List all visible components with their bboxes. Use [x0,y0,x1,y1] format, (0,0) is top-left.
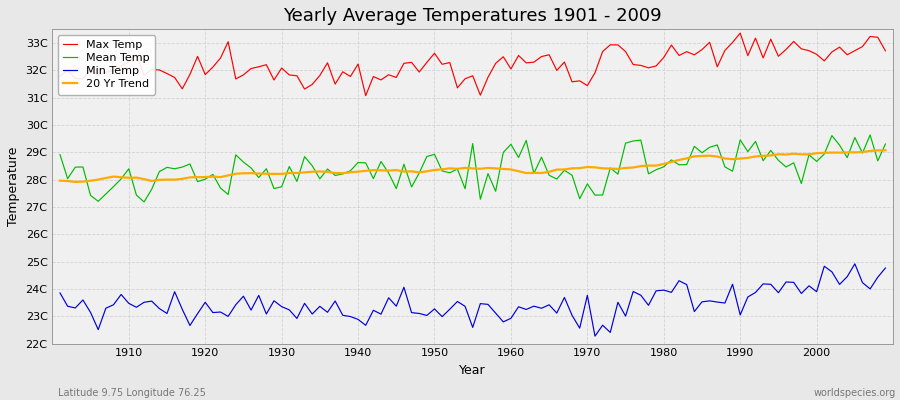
Min Temp [506,316,517,321]
Min Temp [55,290,66,295]
Min Temp [880,266,891,270]
Line: Mean Temp: Mean Temp [60,135,886,202]
Mean Temp [116,176,127,181]
Title: Yearly Average Temperatures 1901 - 2009: Yearly Average Temperatures 1901 - 2009 [284,7,662,25]
Mean Temp [605,166,616,170]
Min Temp [329,298,340,303]
Max Temp [360,93,371,98]
Mean Temp [880,142,891,146]
Mean Temp [506,142,517,147]
Max Temp [605,42,616,47]
Max Temp [329,82,340,86]
Y-axis label: Temperature: Temperature [7,147,20,226]
Min Temp [605,330,616,335]
Line: Max Temp: Max Temp [60,33,886,96]
Max Temp [284,72,294,77]
Mean Temp [865,132,876,137]
Mean Temp [513,155,524,160]
Max Temp [513,53,524,58]
20 Yr Trend [55,178,66,183]
X-axis label: Year: Year [459,364,486,377]
Legend: Max Temp, Mean Temp, Min Temp, 20 Yr Trend: Max Temp, Mean Temp, Min Temp, 20 Yr Tre… [58,35,155,95]
Line: 20 Yr Trend: 20 Yr Trend [60,150,886,182]
Max Temp [734,31,745,36]
Text: Latitude 9.75 Longitude 76.25: Latitude 9.75 Longitude 76.25 [58,388,206,398]
20 Yr Trend [605,166,616,171]
20 Yr Trend [123,175,134,180]
Mean Temp [292,179,302,184]
20 Yr Trend [292,170,302,175]
Max Temp [55,74,66,78]
20 Yr Trend [506,167,517,172]
Max Temp [506,66,517,71]
Max Temp [116,64,127,68]
Mean Temp [55,152,66,157]
Min Temp [116,292,127,297]
Min Temp [590,334,600,338]
20 Yr Trend [70,180,81,184]
Text: worldspecies.org: worldspecies.org [814,388,896,398]
Mean Temp [139,200,149,204]
Mean Temp [338,172,348,176]
Min Temp [284,308,294,312]
20 Yr Trend [880,148,891,153]
Min Temp [498,320,508,324]
Min Temp [850,262,860,266]
Max Temp [880,48,891,53]
Line: Min Temp: Min Temp [60,264,886,336]
20 Yr Trend [513,169,524,174]
20 Yr Trend [338,171,348,176]
